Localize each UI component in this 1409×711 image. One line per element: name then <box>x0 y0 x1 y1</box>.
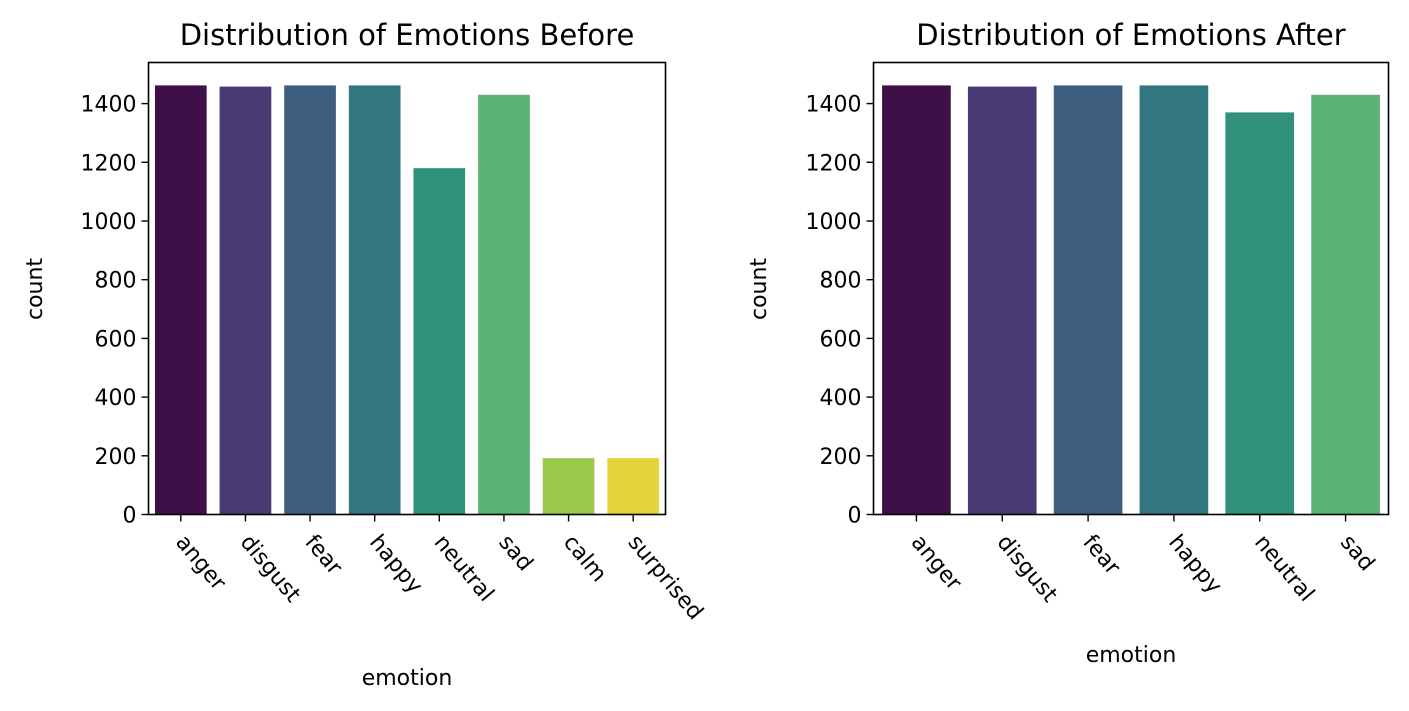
y-tick-label: 1200 <box>81 151 137 176</box>
bar-anger <box>154 85 207 515</box>
y-tick-label: 0 <box>123 504 137 529</box>
y-axis-ticks: 0 200 400 600 800 1000 1200 1400 <box>806 93 874 529</box>
chart-title: Distribution of Emotions After <box>916 18 1345 52</box>
y-tick-label: 200 <box>820 445 862 470</box>
chart-after: Distribution of Emotions After 0 200 400 60… <box>747 18 1390 668</box>
bar-neutral <box>413 168 466 515</box>
x-tick-label: anger <box>906 530 967 596</box>
bar-sad <box>1311 94 1380 515</box>
x-tick-label: sad <box>1335 530 1379 576</box>
chart-before: Distribution of Emotions Before 0 200 400 6… <box>23 18 708 691</box>
bar-happy <box>1139 85 1209 515</box>
y-tick-label: 400 <box>95 386 137 411</box>
bar-anger <box>882 85 951 515</box>
y-tick-label: 1400 <box>806 93 862 118</box>
y-tick-label: 600 <box>820 327 862 352</box>
bar-surprised <box>607 458 660 515</box>
y-tick-label: 200 <box>95 445 137 470</box>
bar-calm <box>542 458 595 515</box>
x-tick-label: neutral <box>429 530 499 606</box>
x-tick-label: anger <box>170 530 231 596</box>
x-axis-label: emotion <box>362 666 453 691</box>
y-axis-ticks: 0 200 400 600 800 1000 1200 1400 <box>81 93 149 529</box>
x-tick-label: fear <box>299 530 347 580</box>
bar-fear <box>284 85 336 515</box>
x-axis-ticks: anger disgust fear happy neutral sad <box>906 514 1379 608</box>
plot-frame <box>147 61 667 516</box>
y-tick-label: 0 <box>848 504 862 529</box>
y-tick-label: 1200 <box>806 151 862 176</box>
y-tick-label: 800 <box>95 269 137 294</box>
bars-group <box>154 85 660 515</box>
y-tick-label: 1000 <box>806 210 862 235</box>
bar-fear <box>1053 85 1123 515</box>
bar-disgust <box>219 86 272 515</box>
y-tick-label: 1400 <box>81 93 137 118</box>
x-tick-label: disgust <box>235 530 306 607</box>
y-tick-label: 1000 <box>81 210 137 235</box>
x-tick-label: fear <box>1077 530 1125 580</box>
bar-happy <box>348 85 401 515</box>
y-axis-label: count <box>23 258 48 320</box>
bars-group <box>882 85 1380 515</box>
x-tick-label: calm <box>558 530 611 587</box>
bar-sad <box>478 94 530 515</box>
x-tick-label: neutral <box>1249 530 1319 606</box>
y-axis-label: count <box>747 258 772 320</box>
bar-disgust <box>967 86 1037 515</box>
bar-neutral <box>1225 112 1295 515</box>
y-tick-label: 400 <box>820 386 862 411</box>
y-tick-label: 600 <box>95 327 137 352</box>
x-tick-label: disgust <box>992 530 1063 607</box>
x-tick-label: sad <box>493 530 537 576</box>
chart-title: Distribution of Emotions Before <box>180 18 635 52</box>
x-tick-label: surprised <box>623 530 708 625</box>
y-tick-label: 800 <box>820 269 862 294</box>
x-tick-label: happy <box>364 530 427 598</box>
plot-frame <box>872 61 1390 516</box>
x-axis-label: emotion <box>1086 643 1177 668</box>
x-tick-label: happy <box>1163 530 1226 598</box>
